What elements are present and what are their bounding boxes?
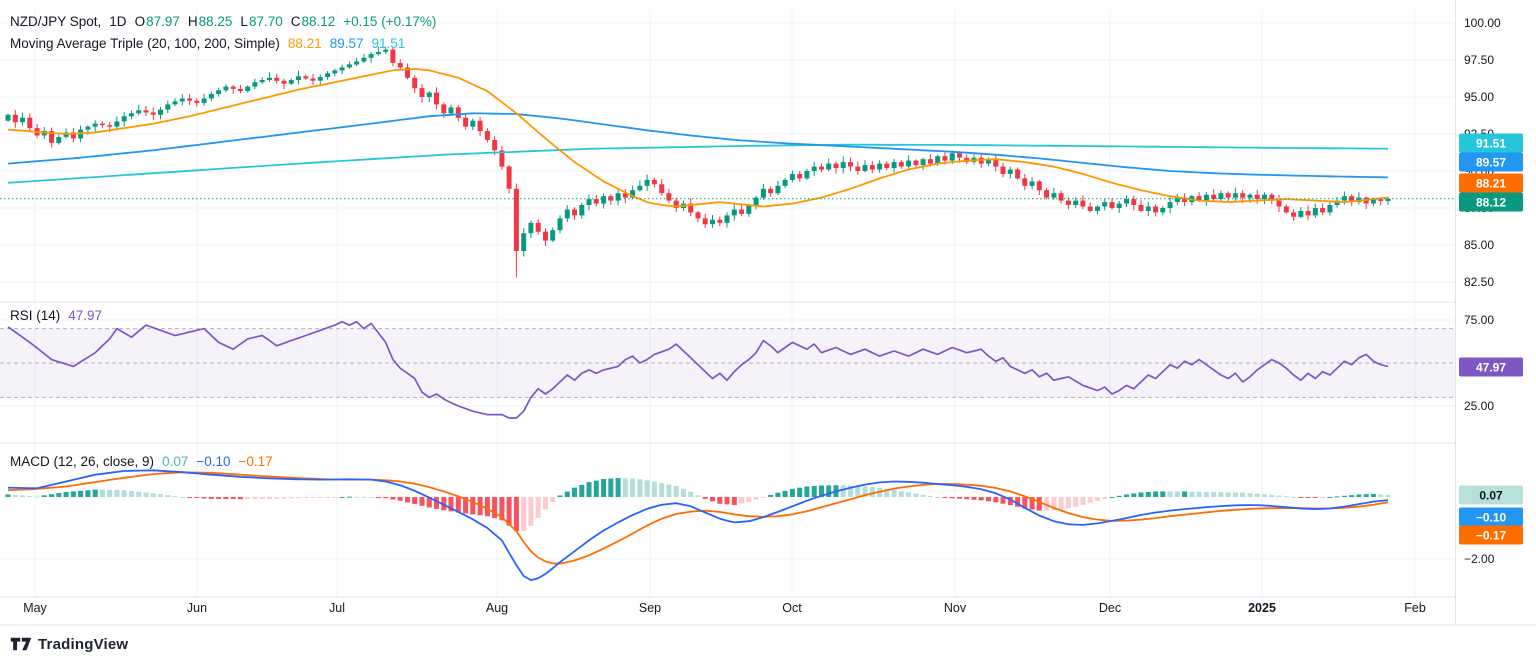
macd-hist-value: 0.07 — [162, 454, 189, 469]
time-axis-label: Jun — [186, 601, 208, 615]
tradingview-logo-icon — [10, 637, 32, 651]
symbol-title[interactable]: NZD/JPY Spot, — [10, 14, 102, 29]
rsi-axis-label: 75.00 — [1464, 313, 1495, 327]
time-axis-label: Feb — [1404, 601, 1426, 615]
macd-axis-label: −2.00 — [1464, 552, 1495, 566]
macd-label[interactable]: MACD (12, 26, close, 9) — [10, 454, 155, 469]
time-axis-label: May — [23, 601, 47, 615]
rsi-value: 47.97 — [68, 308, 103, 323]
price-axis-label: 100.00 — [1464, 16, 1501, 30]
price-badge: 89.57 — [1459, 152, 1523, 172]
ma200-value: 91.51 — [371, 36, 406, 51]
time-axis-label: Oct — [782, 601, 802, 615]
macd-line-value: −0.10 — [196, 454, 231, 469]
price-axis-label: 97.50 — [1464, 53, 1495, 67]
tradingview-logo-text: TradingView — [38, 635, 129, 653]
price-badge: 88.21 — [1459, 173, 1523, 193]
price-change: +0.15 (+0.17%) — [343, 14, 437, 29]
rsi-indicator-row: RSI (14) 47.97 — [10, 307, 102, 325]
ma100-value: 89.57 — [329, 36, 364, 51]
ma-indicator-row: Moving Average Triple (20, 100, 200, Sim… — [10, 35, 405, 53]
ohlc-open: O 87.97 — [134, 14, 180, 29]
ohlc-close: C 88.12 — [290, 14, 336, 29]
ma20-value: 88.21 — [287, 36, 322, 51]
interval-label[interactable]: 1D — [109, 14, 127, 29]
tradingview-logo[interactable]: TradingView — [10, 635, 128, 653]
rsi-label[interactable]: RSI (14) — [10, 308, 61, 323]
time-axis-label: Dec — [1098, 601, 1122, 615]
macd-badge: 0.07 — [1459, 485, 1523, 505]
price-axis-label: 85.00 — [1464, 238, 1495, 252]
ma-indicator-label[interactable]: Moving Average Triple (20, 100, 200, Sim… — [10, 36, 280, 51]
rsi-axis-label: 25.00 — [1464, 399, 1495, 413]
price-axis-label: 95.00 — [1464, 90, 1495, 104]
macd-indicator-row: MACD (12, 26, close, 9) 0.07 −0.10 −0.17 — [10, 453, 273, 471]
time-axis-label: Nov — [943, 601, 967, 615]
price-badge: 88.12 — [1459, 192, 1523, 212]
ohlc-high: H 88.25 — [187, 14, 233, 29]
time-axis-label: Aug — [485, 601, 509, 615]
time-axis-label: Sep — [638, 601, 662, 615]
price-badge: 91.51 — [1459, 133, 1523, 153]
macd-badge: −0.10 — [1459, 507, 1523, 527]
price-axis-label: 82.50 — [1464, 275, 1495, 289]
rsi-badge: 47.97 — [1459, 357, 1523, 377]
time-axis-label: 2025 — [1248, 601, 1276, 615]
macd-badge: −0.17 — [1459, 525, 1523, 545]
time-axis-label: Jul — [329, 601, 345, 615]
macd-signal-value: −0.17 — [238, 454, 273, 469]
ohlc-low: L 87.70 — [240, 14, 283, 29]
